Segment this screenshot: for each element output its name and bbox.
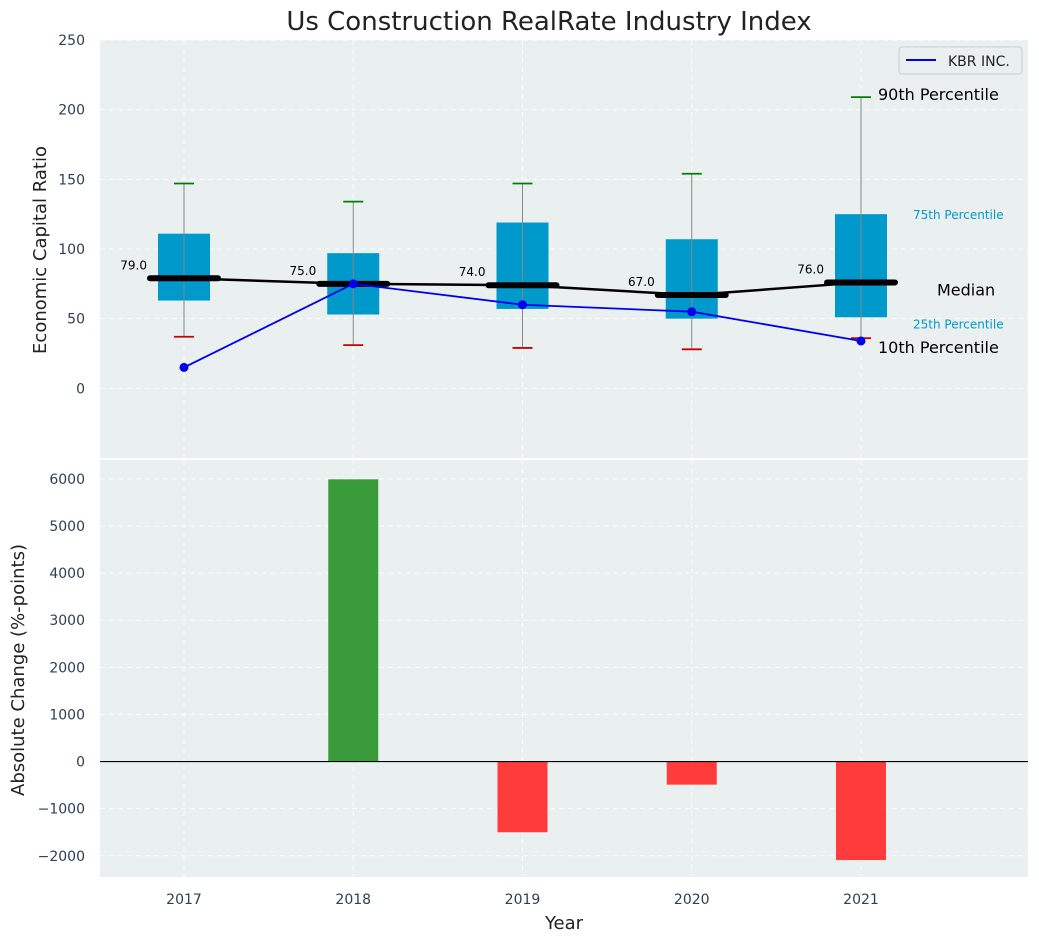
- annotation-25th-percentile: 25th Percentile: [913, 317, 1004, 331]
- bottom-y-axis-label: Absolute Change (%-points): [8, 544, 29, 796]
- x-ticks: 2017 2018 2019 2020 2021: [166, 892, 879, 908]
- annotation-75th-percentile: 75th Percentile: [913, 208, 1004, 222]
- bottom-y-tick-label: 1000: [49, 707, 85, 723]
- annotation-10th-percentile: 10th Percentile: [878, 338, 999, 357]
- x-tick-label: 2017: [166, 892, 202, 908]
- top-y-tick-label: 150: [58, 172, 85, 188]
- x-tick-label: 2021: [843, 892, 879, 908]
- x-tick-label: 2020: [674, 892, 710, 908]
- bottom-y-tick-label: 5000: [49, 519, 85, 535]
- x-axis-label: Year: [544, 913, 584, 934]
- median-value-label: 75.0: [290, 264, 317, 278]
- legend-box: [898, 46, 1023, 75]
- top-y-ticks: 0 50 100 150 200 250: [58, 33, 85, 397]
- median-value-label: 76.0: [797, 262, 824, 276]
- x-tick-label: 2019: [505, 892, 541, 908]
- median-series: 79.0 75.0 74.0 67.0 76.0: [120, 258, 898, 298]
- legend: KBR INC.: [898, 46, 1023, 75]
- top-y-axis-label: Economic Capital Ratio: [30, 146, 51, 354]
- bottom-panel-background: [100, 460, 1028, 877]
- change-bar: [497, 761, 548, 833]
- company-point: [687, 307, 697, 317]
- legend-label: KBR INC.: [948, 54, 1010, 70]
- x-tick-label: 2018: [335, 892, 371, 908]
- bottom-y-tick-label: 3000: [49, 613, 85, 629]
- top-y-tick-label: 0: [76, 381, 85, 397]
- annotation-median: Median: [937, 280, 995, 299]
- chart-title: Us Construction RealRate Industry Index: [286, 7, 811, 37]
- bottom-y-tick-label: 2000: [49, 660, 85, 676]
- top-panel: 0 50 100 150 200 250 79.0 75.0 74.0 67.0 76.0 90t…: [30, 33, 1028, 458]
- annotation-90th-percentile: 90th Percentile: [878, 85, 999, 104]
- top-y-tick-label: 100: [58, 242, 85, 258]
- change-bar: [328, 479, 379, 762]
- company-point: [179, 362, 189, 372]
- company-series: [179, 279, 866, 372]
- bottom-y-tick-label: 4000: [49, 566, 85, 582]
- company-point: [856, 336, 866, 346]
- bottom-y-tick-label: 0: [76, 755, 85, 771]
- change-bar: [836, 761, 886, 861]
- change-bar: [666, 761, 717, 785]
- company-point: [518, 300, 527, 310]
- bottom-panel: −2000 −1000 0 1000 2000 3000 4000 5000 6000 2017…: [8, 460, 1028, 934]
- company-point: [348, 279, 358, 289]
- box-series: [158, 96, 887, 351]
- top-y-tick-label: 250: [58, 33, 85, 49]
- top-y-tick-label: 50: [67, 312, 85, 328]
- median-value-label: 74.0: [459, 265, 486, 279]
- percentile-annotations: 90th Percentile 75th Percentile Median 2…: [878, 85, 1004, 357]
- median-value-label: 67.0: [628, 275, 655, 289]
- median-value-label: 79.0: [120, 258, 147, 272]
- bottom-y-tick-label: −1000: [38, 802, 85, 818]
- bottom-y-tick-label: 6000: [49, 472, 85, 488]
- bottom-y-ticks: −2000 −1000 0 1000 2000 3000 4000 5000 6000: [38, 472, 85, 865]
- top-y-tick-label: 200: [58, 103, 85, 119]
- bar-series: [328, 479, 886, 861]
- bottom-y-tick-label: −2000: [38, 849, 85, 865]
